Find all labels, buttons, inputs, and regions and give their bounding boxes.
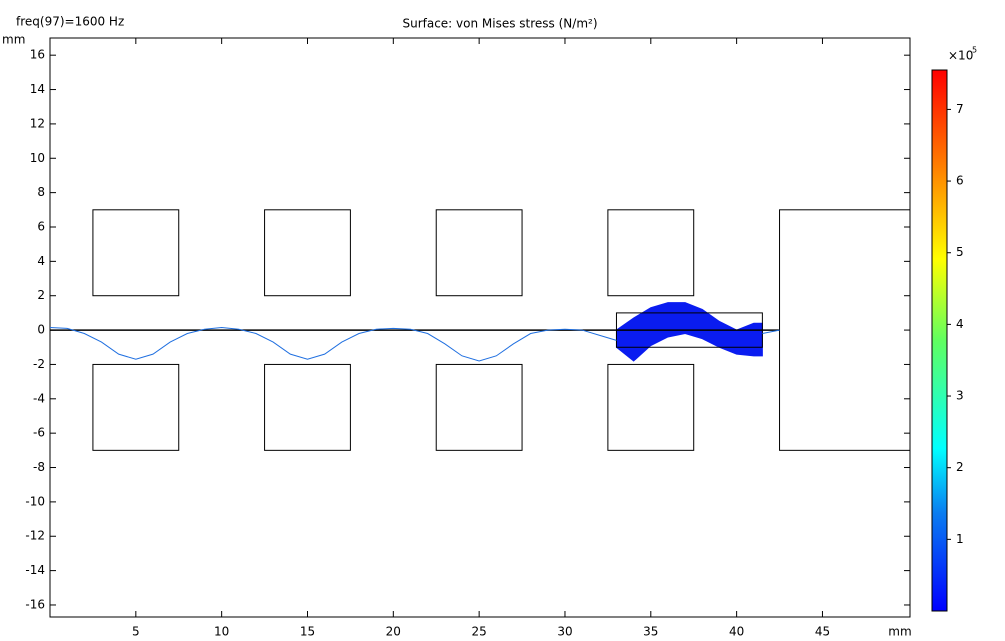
colorbar-tick-label: 2: [956, 460, 964, 474]
x-tick-label: 25: [472, 625, 487, 639]
domain-rect: [779, 209, 910, 451]
y-tick-label: 6: [37, 219, 45, 233]
colorbar-tick-label: 6: [956, 174, 964, 188]
domain-rect: [607, 363, 695, 451]
x-tick-label: 40: [729, 625, 744, 639]
y-tick-label: 8: [37, 185, 45, 199]
y-tick-label: 16: [30, 48, 45, 62]
deformation-line: [50, 326, 617, 362]
x-axis-label: mm: [888, 625, 911, 639]
domain-rect: [264, 209, 351, 297]
y-axis-label: mm: [2, 33, 25, 47]
y-tick-label: -10: [25, 494, 45, 508]
y-tick-label: -16: [25, 597, 45, 611]
y-tick-label: -4: [33, 391, 45, 405]
plot-area: [50, 209, 910, 451]
plot-frame: [49, 37, 911, 618]
domain-rect: [435, 363, 523, 451]
y-tick-label: 10: [30, 151, 45, 165]
colorbar-multiplier: ×10: [948, 49, 973, 63]
x-tick-label: 30: [557, 625, 572, 639]
domain-rect: [435, 209, 523, 297]
y-tick-label: -14: [25, 563, 45, 577]
y-tick-label: 12: [30, 116, 45, 130]
colorbar-tick-label: 5: [956, 245, 964, 259]
domain-rect: [92, 363, 180, 451]
domain-rect: [92, 209, 180, 297]
colorbar-tick-label: 3: [956, 389, 964, 403]
y-tick-label: -6: [33, 426, 45, 440]
x-tick-label: 45: [815, 625, 830, 639]
y-tick-label: 2: [37, 288, 45, 302]
y-tick-label: -2: [33, 357, 45, 371]
annotation: freq(97)=1600 Hz: [16, 15, 124, 29]
colorbar-exponent: 5: [972, 46, 977, 55]
y-tick-label: 0: [37, 323, 45, 337]
x-tick-label: 15: [300, 625, 315, 639]
y-tick-label: -8: [33, 460, 45, 474]
x-tick-label: 20: [386, 625, 401, 639]
domain-rect: [615, 312, 763, 348]
colorbar-tick-label: 1: [956, 532, 964, 546]
x-tick-label: 35: [643, 625, 658, 639]
colorbar-tick-label: 4: [956, 317, 964, 331]
deformation-line: [762, 329, 780, 335]
x-tick-label: 5: [132, 625, 140, 639]
chart-title: Surface: von Mises stress (N/m²): [402, 17, 597, 31]
deformed-beam: [615, 302, 763, 362]
domain-rect: [607, 209, 695, 297]
y-tick-label: -12: [25, 529, 45, 543]
domain-rect: [264, 363, 351, 451]
colorbar: [931, 69, 948, 612]
x-tick-label: 10: [214, 625, 229, 639]
y-tick-label: 4: [37, 254, 45, 268]
y-tick-label: 14: [30, 82, 45, 96]
colorbar-tick-label: 7: [956, 102, 964, 116]
